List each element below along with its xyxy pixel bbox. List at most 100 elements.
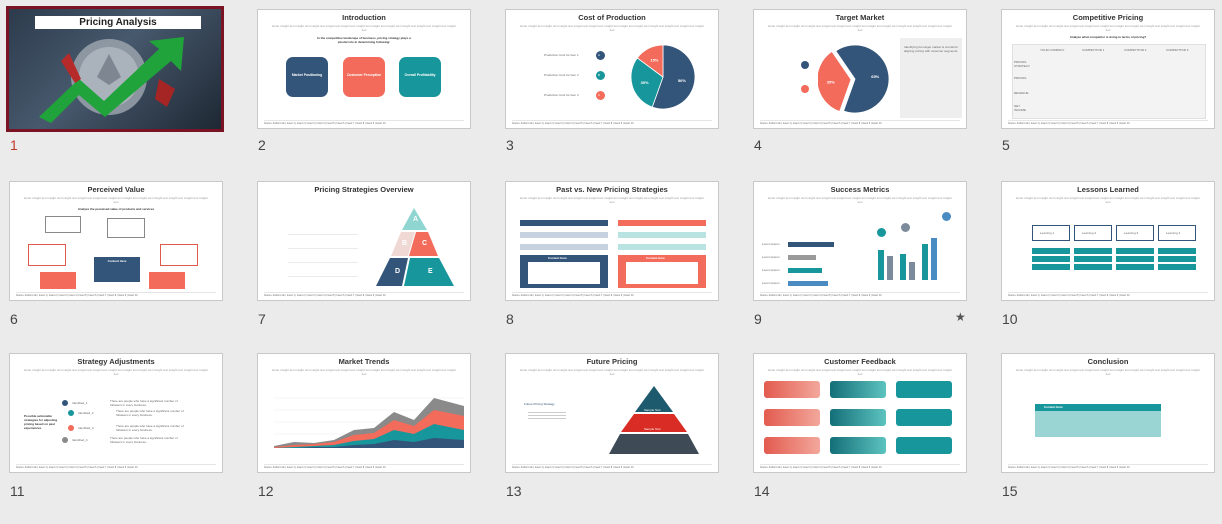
slide-number-5: 5: [1002, 137, 1010, 153]
learning-detail-3: [1116, 248, 1154, 272]
slide-title: Conclusion: [1087, 357, 1129, 366]
slide-footer: Source: Author Link | Insert 1 | Insert …: [1008, 464, 1208, 469]
slide-title: Lessons Learned: [1077, 185, 1139, 194]
slide-thumbnail-12[interactable]: Market Trends Enter insight text insight…: [257, 353, 471, 473]
slide-footer: Source: Author Link | Insert 1 | Insert …: [264, 292, 464, 297]
pie-label-3: 15%: [650, 57, 658, 62]
row-pricing: PRICING: [1014, 76, 1027, 80]
slide-title: Past vs. New Pricing Strategies: [556, 185, 668, 194]
slide-thumbnail-1[interactable]: Pricing Analysis: [6, 6, 224, 132]
step-4-desc: There are people who have a significant …: [110, 436, 178, 444]
col-4: [909, 262, 915, 280]
box-overall-profitability-label: Overall Profitability: [404, 73, 436, 77]
pyramid-letter-b: B: [402, 240, 408, 247]
learning-detail-2: [1074, 248, 1112, 272]
conclusion-header: [1035, 404, 1161, 411]
conclusion-body: [1035, 411, 1161, 437]
step-2-desc: There are people who have a significant …: [116, 409, 184, 417]
slide-thumbnail-6[interactable]: Perceived Value Enter insight text insig…: [9, 181, 223, 301]
row-revenue: REVENUE: [1014, 91, 1029, 95]
slide-number-3: 3: [506, 137, 514, 153]
slide-title: Pricing Strategies Overview: [314, 185, 414, 194]
slide-thumbnail-14[interactable]: Customer Feedback Enter insight text ins…: [753, 353, 967, 473]
note-panel: [900, 38, 962, 118]
slide-subtitle: Enter insight text insight text insight …: [1016, 368, 1200, 376]
slide-number-7: 7: [258, 311, 266, 327]
row-net-income: NET INCOME: [1014, 104, 1026, 112]
slide-thumbnail-7[interactable]: Pricing Strategies Overview A B C D E So…: [257, 181, 471, 301]
col-competitor-3: COMPETITOR 3: [1166, 48, 1189, 52]
slide-footer: Source: Author Link | Insert 1 | Insert …: [264, 120, 464, 125]
slide-subtitle: Enter insight text insight text insight …: [520, 196, 704, 204]
slide-title: Market Trends: [338, 357, 390, 366]
slide-number-10: 10: [1002, 311, 1018, 327]
future-pyramid: [609, 386, 699, 454]
pyramid-letter-a: A: [413, 216, 419, 223]
slide-footer: Source: Author Link | Insert 1 | Insert …: [760, 292, 960, 297]
market-trends-area-chart: [274, 397, 464, 448]
learning-3-label: Learning 3: [1124, 231, 1139, 235]
slide-title: Success Metrics: [830, 185, 890, 194]
slide-thumbnail-15[interactable]: Conclusion Enter insight text insight te…: [1001, 353, 1215, 473]
pie-slice-2: [818, 50, 852, 113]
slide-footer: Source: Author Link | Insert 1 | Insert …: [1008, 292, 1208, 297]
past-content-title: Content Here: [548, 256, 567, 260]
future-level-1: Sample Text: [644, 408, 661, 412]
learning-1-label: Learning 1: [1040, 231, 1055, 235]
pie-label-2: 30%: [641, 80, 649, 85]
slide-subtitle: Enter insight text insight text insight …: [768, 196, 952, 204]
slide-thumbnail-8[interactable]: Past vs. New Pricing Strategies Enter in…: [505, 181, 719, 301]
step-dot-1: [62, 400, 68, 406]
slide-thumbnail-5[interactable]: Competitive Pricing Enter insight text i…: [1001, 9, 1215, 129]
past-table: [520, 220, 608, 250]
slide-thumbnail-9[interactable]: Success Metrics Enter insight text insig…: [753, 181, 967, 301]
value-center-box: [94, 257, 140, 282]
slide-number-12: 12: [258, 483, 274, 499]
pie-slice-2: [630, 57, 664, 108]
badge-c-label: C: [598, 93, 601, 97]
legend-dot-b: [801, 85, 809, 93]
col-3: [900, 254, 906, 280]
slide-title: Target Market: [835, 13, 885, 22]
learning-box-2: [1074, 225, 1112, 241]
slide-subtitle: Enter insight text insight text insight …: [520, 24, 704, 32]
pie-slice-1: [835, 44, 890, 114]
coin-arrow-illustration: [39, 37, 184, 123]
pie-slice-1: [651, 44, 696, 110]
adjustments-lead: Possible actionable strategies for adjus…: [24, 414, 58, 430]
cost-item-3: Production Cost for item 3: [544, 93, 579, 97]
slide-subtitle: Enter insight text insight text insight …: [768, 24, 952, 32]
slide-footer: Source: Author Link | Insert 1 | Insert …: [264, 464, 464, 469]
feedback-3: [896, 381, 952, 398]
target-pie-slices: 65% 35%: [818, 44, 890, 114]
feedback-1: [764, 381, 820, 398]
slide-thumbnail-2[interactable]: Introduction Enter insight text insight …: [257, 9, 471, 129]
strategy-lines: [288, 224, 358, 284]
step-1-label: Identified_1: [72, 401, 88, 405]
slide-footer: Source: Author Link | Insert 1 | Insert …: [760, 464, 960, 469]
slide-number-2: 2: [258, 137, 266, 153]
pin-2: [901, 223, 910, 232]
slide-thumbnail-11[interactable]: Strategy Adjustments Enter insight text …: [9, 353, 223, 473]
slide-thumbnail-13[interactable]: Future Pricing Enter insight text insigh…: [505, 353, 719, 473]
slide-thumbnail-3[interactable]: Cost of Production Enter insight text in…: [505, 9, 719, 129]
slide-number-1: 1: [10, 137, 18, 153]
pyramid-letter-d: D: [395, 268, 401, 275]
intro-lead: In the competitive landscape of business…: [317, 36, 411, 44]
col-your-company: YOUR COMPANY: [1040, 48, 1065, 52]
value-box-5: [40, 272, 76, 289]
slide-number-15: 15: [1002, 483, 1018, 499]
pie-label-2: 35%: [827, 80, 835, 85]
col-2: [887, 256, 893, 280]
step-dot-2: [68, 410, 74, 416]
col-competitor-2: COMPETITOR 2: [1124, 48, 1147, 52]
step-dot-4: [62, 437, 68, 443]
row-pricing-strategy: PRICING STRATEGY: [1014, 60, 1030, 68]
feedback-8: [830, 437, 886, 454]
slide-thumbnail-10[interactable]: Lessons Learned Enter insight text insig…: [1001, 181, 1215, 301]
metric-bar-1: [788, 242, 834, 247]
pie-label-1: 56%: [678, 78, 686, 83]
new-table: [618, 220, 706, 250]
slide-thumbnail-4[interactable]: Target Market Enter insight text insight…: [753, 9, 967, 129]
target-pie: 65% 35%: [818, 44, 890, 114]
